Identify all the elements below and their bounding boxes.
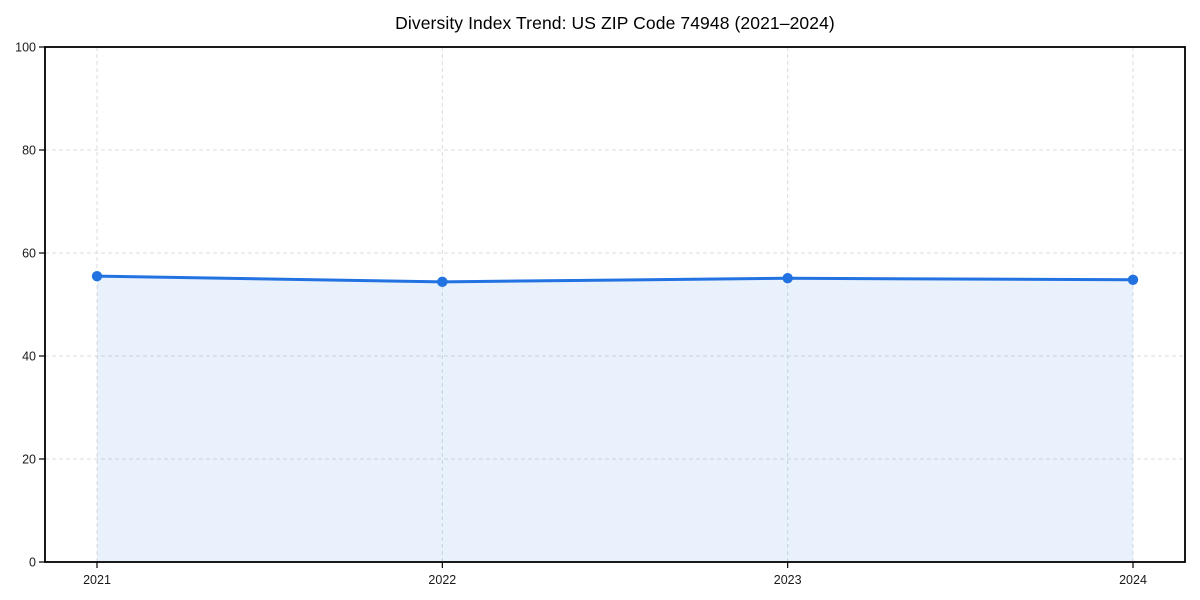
chart-title: Diversity Index Trend: US ZIP Code 74948…	[395, 13, 835, 33]
x-axis-tick-label-2023: 2023	[774, 573, 802, 587]
data-point-2022	[437, 276, 448, 288]
y-axis-tick-label-60: 60	[22, 247, 36, 261]
data-point-2021	[91, 270, 103, 282]
y-axis-tick-label-20: 20	[22, 453, 36, 467]
y-axis-tick-label-80: 80	[22, 144, 36, 158]
data-point-2024	[1127, 274, 1139, 285]
y-axis-tick-label-40: 40	[22, 350, 36, 364]
x-axis-tick-label-2024: 2024	[1119, 573, 1147, 587]
y-axis-tick-label-100: 100	[15, 41, 36, 55]
data-point-2023	[782, 273, 793, 284]
x-axis-tick-label-2021: 2021	[83, 573, 111, 587]
area-fill	[97, 276, 1133, 562]
y-axis-tick-label-0: 0	[29, 556, 36, 570]
trend-line	[95, 274, 1135, 284]
plot-border	[44, 46, 1186, 563]
x-axis-tick-label-2022: 2022	[428, 573, 456, 587]
